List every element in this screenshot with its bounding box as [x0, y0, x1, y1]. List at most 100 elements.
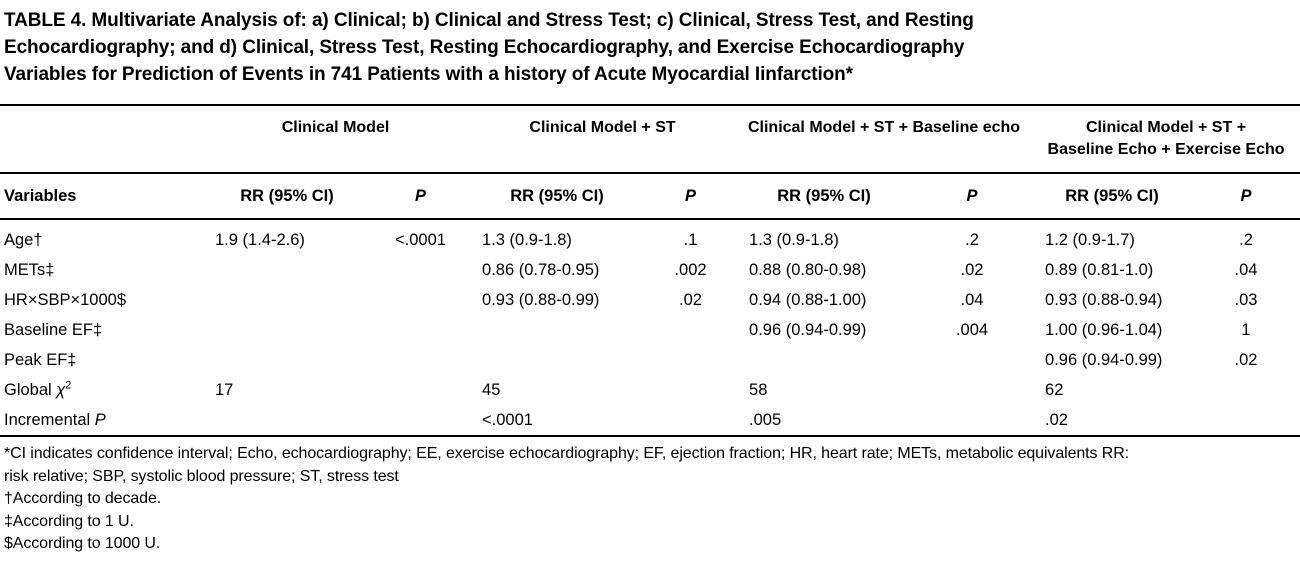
p-cell: [645, 345, 736, 375]
rr-cell: [469, 345, 645, 375]
row-label: HR×SBP×1000$: [0, 285, 202, 315]
rr-cell: 1.9 (1.4-2.6): [215, 231, 305, 249]
multivariate-analysis-table: Clinical Model Clinical Model + ST Clini…: [0, 104, 1300, 437]
footnote-line: †According to decade.: [4, 490, 162, 507]
p-cell: [372, 345, 469, 375]
table-row-peak-ef: Peak EF‡ 0.96 (0.94-0.99) .02: [0, 345, 1300, 375]
rr-cell: [202, 405, 372, 436]
p-cell: [372, 255, 469, 285]
group-header-spacer: [0, 105, 202, 174]
footnote-line: risk relative; SBP, systolic blood press…: [4, 467, 399, 485]
p-cell: .002: [674, 261, 707, 279]
group-header-line: Clinical Model + ST +: [1086, 119, 1247, 136]
rr-cell: 17: [215, 381, 234, 399]
col-header-p-1: P: [372, 173, 470, 220]
p-cell: .02: [679, 291, 702, 309]
p-cell: 1: [1241, 321, 1251, 339]
row-label-text: Peak EF‡: [4, 351, 77, 369]
p-cell: [372, 405, 469, 436]
p-cell: [645, 375, 736, 405]
footnote-line: ‡According to 1 U.: [4, 512, 134, 530]
column-header-row: Variables RR (95% CI) P RR (95% CI) P RR…: [0, 173, 1300, 220]
table-row-baseline-ef: Baseline EF‡ 0.96 (0.94-0.99) .004 1.00 …: [0, 315, 1300, 345]
group-header-line: Baseline Echo + Exercise Echo: [1047, 141, 1285, 158]
group-header-line: Clinical Model: [281, 119, 390, 136]
table-caption: TABLE 4. Multivariate Analysis of: a) Cl…: [0, 0, 1300, 88]
table-body: Age† 1.9 (1.4-2.6) <.0001 1.3 (0.9-1.8) …: [0, 219, 1300, 436]
footnote-line: $According to 1000 U.: [4, 535, 161, 552]
row-label: METs‡: [0, 255, 202, 285]
table-row-age: Age† 1.9 (1.4-2.6) <.0001 1.3 (0.9-1.8) …: [0, 219, 1300, 255]
model-group-header-row: Clinical Model Clinical Model + ST Clini…: [0, 105, 1300, 174]
p-cell: [372, 285, 469, 315]
col-header-rr-3: RR (95% CI): [736, 173, 913, 220]
p-cell: [912, 375, 1032, 405]
group-header-clinical-model: Clinical Model: [202, 105, 470, 174]
rr-cell: 1.3 (0.9-1.8): [482, 231, 572, 249]
row-label-text: HR×SBP×1000$: [4, 291, 127, 309]
col-header-rr-1: RR (95% CI): [202, 173, 372, 220]
group-header-line: Clinical Model + ST: [529, 119, 676, 136]
p-cell: .04: [960, 291, 984, 309]
row-label: Global χ2: [0, 375, 202, 405]
row-label-italic: P: [94, 411, 106, 429]
footnote-line: *CI indicates confidence interval; Echo,…: [4, 445, 1130, 462]
col-header-p-3: P: [912, 173, 1033, 220]
table-row-incremental-p: Incremental P <.0001 .005 .02: [0, 405, 1300, 436]
p-cell: [912, 345, 1032, 375]
col-header-p-4: P: [1192, 173, 1300, 220]
col-header-p-2: P: [645, 173, 737, 220]
table-row-hr-sbp: HR×SBP×1000$ 0.93 (0.88-0.99) .02 0.94 (…: [0, 285, 1300, 315]
p-cell: [645, 405, 736, 436]
p-cell: .02: [960, 261, 984, 279]
group-header-clinical-model-st-baseline-echo: Clinical Model + ST + Baseline echo: [736, 105, 1033, 174]
p-cell: <.0001: [395, 231, 446, 249]
table-footnotes: *CI indicates confidence interval; Echo,…: [4, 443, 1296, 556]
rr-cell: 0.96 (0.94-0.99): [1045, 351, 1163, 369]
p-cell: [372, 315, 469, 345]
chi-squared-sup: 2: [65, 379, 72, 392]
rr-cell: 0.88 (0.80-0.98): [749, 261, 867, 279]
p-cell: .004: [955, 321, 989, 339]
table-row-global-chi2: Global χ2 17 45 58 62: [0, 375, 1300, 405]
rr-cell: 45: [482, 381, 501, 399]
p-cell: [912, 405, 1032, 436]
p-cell: .02: [1234, 351, 1258, 369]
p-cell: .2: [1239, 231, 1253, 249]
group-header-clinical-model-st: Clinical Model + ST: [469, 105, 737, 174]
row-label: Baseline EF‡: [0, 315, 202, 345]
row-label-text: METs‡: [4, 261, 55, 279]
p-cell: [372, 375, 469, 405]
rr-cell: 0.93 (0.88-0.94): [1045, 291, 1163, 309]
rr-cell: [469, 315, 645, 345]
rr-cell: [202, 345, 372, 375]
group-header-line: Clinical Model + ST + Baseline echo: [747, 119, 1021, 136]
row-label-text: Global: [4, 381, 57, 399]
caption-line-2: Echocardiography; and d) Clinical, Stres…: [4, 37, 965, 58]
rr-cell: [202, 315, 372, 345]
rr-cell: 1.3 (0.9-1.8): [749, 231, 839, 249]
p-cell: [645, 315, 736, 345]
row-label-text: Age†: [4, 231, 43, 249]
rr-cell: 1.00 (0.96-1.04): [1045, 321, 1163, 339]
p-cell: .04: [1234, 261, 1258, 279]
row-label: Age†: [0, 219, 202, 255]
p-cell: .03: [1234, 291, 1258, 309]
col-header-rr-2: RR (95% CI): [469, 173, 646, 220]
rr-cell: .02: [1045, 411, 1068, 429]
rr-cell: [202, 255, 372, 285]
rr-cell: 0.93 (0.88-0.99): [482, 291, 600, 309]
rr-cell: 0.94 (0.88-1.00): [749, 291, 867, 309]
chi-glyph: χ: [56, 381, 66, 399]
rr-cell: 58: [749, 381, 768, 399]
rr-cell: 0.96 (0.94-0.99): [749, 321, 867, 339]
p-cell: [1192, 405, 1300, 436]
caption-line-3: Variables for Prediction of Events in 74…: [4, 64, 853, 85]
row-label-text: Baseline EF‡: [4, 321, 103, 339]
col-header-variables: Variables: [0, 173, 202, 220]
p-cell: .1: [683, 231, 698, 249]
rr-cell: <.0001: [482, 411, 533, 429]
row-label: Incremental P: [0, 405, 202, 436]
rr-cell: 0.89 (0.81-1.0): [1045, 261, 1154, 279]
